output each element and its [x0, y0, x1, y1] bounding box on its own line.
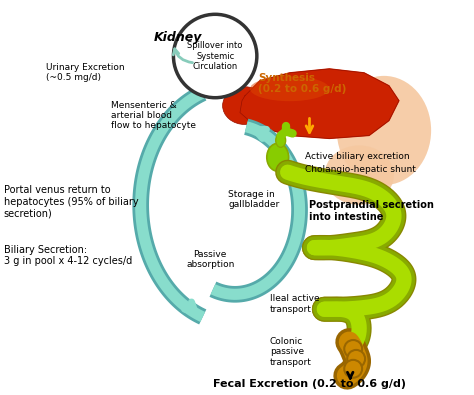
- Text: Fecal Excretion (0.2 to 0.6 g/d): Fecal Excretion (0.2 to 0.6 g/d): [213, 379, 406, 389]
- Circle shape: [344, 340, 362, 358]
- Ellipse shape: [267, 143, 289, 171]
- Circle shape: [347, 350, 365, 368]
- Text: Mensenteric &
arterial blood
flow to hepatocyte: Mensenteric & arterial blood flow to hep…: [111, 101, 196, 130]
- Text: Cholangio-hepatic shunt: Cholangio-hepatic shunt: [304, 165, 415, 174]
- Ellipse shape: [250, 76, 329, 101]
- Text: Kidney: Kidney: [154, 31, 202, 44]
- Text: Storage in
gallbladder: Storage in gallbladder: [228, 190, 279, 209]
- Ellipse shape: [324, 145, 394, 205]
- Text: Urinary Excretion
(~0.5 mg/d): Urinary Excretion (~0.5 mg/d): [46, 63, 125, 82]
- Text: Passive
absorption: Passive absorption: [186, 250, 234, 269]
- Text: Postprandial secretion
into intestine: Postprandial secretion into intestine: [310, 200, 434, 222]
- Circle shape: [173, 14, 257, 98]
- Text: Portal venus return to
hepatocytes (95% of biliary
secretion): Portal venus return to hepatocytes (95% …: [4, 185, 138, 218]
- Text: Ileal active
transport: Ileal active transport: [270, 294, 319, 314]
- Text: Colonic
passive
transport: Colonic passive transport: [270, 337, 311, 367]
- Text: Synthesis
(0.2 to 0.6 g/d): Synthesis (0.2 to 0.6 g/d): [258, 73, 346, 94]
- Ellipse shape: [223, 87, 267, 124]
- Circle shape: [344, 360, 362, 378]
- Text: Spillover into
Systemic
Circulation: Spillover into Systemic Circulation: [188, 41, 243, 71]
- Ellipse shape: [276, 134, 286, 147]
- Text: Active biliary excretion: Active biliary excretion: [304, 152, 409, 161]
- Text: Biliary Secretion:
3 g in pool x 4-12 cycles/d: Biliary Secretion: 3 g in pool x 4-12 cy…: [4, 245, 132, 266]
- Polygon shape: [240, 69, 399, 138]
- Ellipse shape: [337, 76, 431, 185]
